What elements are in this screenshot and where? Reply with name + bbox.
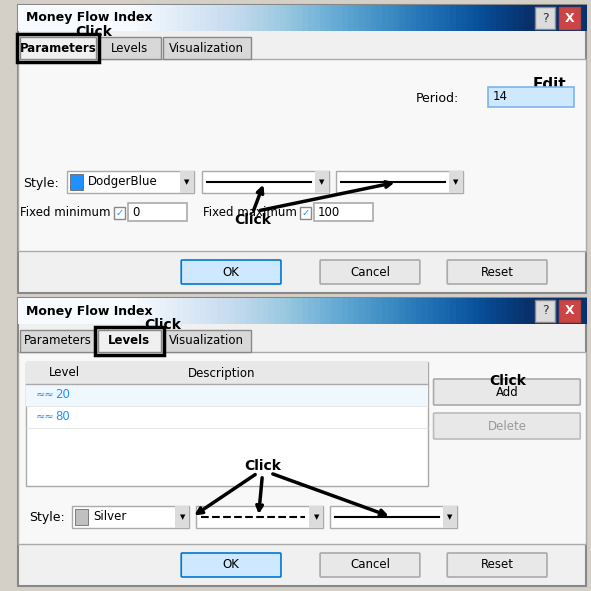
- Text: Fixed minimum: Fixed minimum: [20, 206, 111, 219]
- Text: ?: ?: [542, 11, 548, 24]
- Text: ▼: ▼: [180, 514, 185, 520]
- Text: Click: Click: [244, 459, 281, 473]
- FancyBboxPatch shape: [163, 330, 251, 352]
- FancyBboxPatch shape: [449, 171, 463, 193]
- FancyBboxPatch shape: [330, 506, 457, 528]
- Text: ▼: ▼: [453, 179, 459, 185]
- FancyBboxPatch shape: [20, 37, 96, 59]
- FancyBboxPatch shape: [181, 260, 281, 284]
- FancyBboxPatch shape: [315, 171, 329, 193]
- Text: ▼: ▼: [319, 179, 324, 185]
- Text: OK: OK: [223, 265, 239, 278]
- Text: Reset: Reset: [480, 265, 514, 278]
- Text: Parameters: Parameters: [20, 41, 96, 54]
- FancyBboxPatch shape: [314, 203, 373, 221]
- Text: Description: Description: [187, 366, 255, 379]
- Text: Style:: Style:: [23, 177, 59, 190]
- Text: 100: 100: [318, 206, 340, 219]
- FancyBboxPatch shape: [320, 553, 420, 577]
- Text: OK: OK: [223, 558, 239, 571]
- Text: ✓: ✓: [301, 208, 310, 218]
- Text: DodgerBlue: DodgerBlue: [88, 176, 158, 189]
- FancyBboxPatch shape: [443, 506, 457, 528]
- Text: Delete: Delete: [488, 420, 527, 433]
- Text: Levels: Levels: [108, 335, 151, 348]
- FancyBboxPatch shape: [336, 171, 463, 193]
- Text: X: X: [564, 304, 574, 317]
- Text: Click: Click: [234, 213, 271, 227]
- FancyBboxPatch shape: [67, 171, 194, 193]
- Text: ?: ?: [542, 304, 548, 317]
- FancyBboxPatch shape: [18, 59, 586, 251]
- FancyBboxPatch shape: [434, 379, 580, 405]
- Text: Click: Click: [76, 25, 113, 39]
- Text: Visualization: Visualization: [169, 41, 244, 54]
- FancyBboxPatch shape: [20, 330, 96, 352]
- FancyBboxPatch shape: [26, 362, 428, 486]
- Text: ▼: ▼: [447, 514, 453, 520]
- Text: Fixed maximum: Fixed maximum: [203, 206, 297, 219]
- FancyBboxPatch shape: [300, 207, 311, 219]
- FancyBboxPatch shape: [181, 553, 281, 577]
- Text: 14: 14: [492, 90, 507, 103]
- FancyBboxPatch shape: [26, 362, 428, 384]
- Text: Edit: Edit: [533, 77, 567, 92]
- FancyBboxPatch shape: [196, 506, 323, 528]
- Text: Click: Click: [489, 374, 527, 388]
- Text: Money Flow Index: Money Flow Index: [26, 304, 152, 317]
- Text: ≈≈: ≈≈: [35, 390, 54, 400]
- FancyBboxPatch shape: [128, 203, 187, 221]
- Text: 20: 20: [55, 388, 70, 401]
- Text: ≈≈: ≈≈: [35, 412, 54, 422]
- Text: 80: 80: [55, 411, 70, 424]
- Text: Add: Add: [495, 385, 518, 398]
- FancyBboxPatch shape: [447, 553, 547, 577]
- FancyBboxPatch shape: [558, 300, 580, 322]
- FancyBboxPatch shape: [98, 330, 161, 352]
- FancyBboxPatch shape: [113, 207, 125, 219]
- FancyBboxPatch shape: [74, 509, 88, 525]
- FancyBboxPatch shape: [70, 174, 83, 190]
- FancyBboxPatch shape: [18, 352, 586, 544]
- Text: ▼: ▼: [184, 179, 190, 185]
- FancyBboxPatch shape: [447, 260, 547, 284]
- Text: Levels: Levels: [111, 41, 148, 54]
- Text: Style:: Style:: [29, 511, 65, 524]
- Text: Period:: Period:: [415, 92, 459, 105]
- Text: Silver: Silver: [93, 511, 126, 524]
- FancyBboxPatch shape: [72, 506, 189, 528]
- Text: Money Flow Index: Money Flow Index: [26, 11, 152, 24]
- Text: Level: Level: [49, 366, 80, 379]
- FancyBboxPatch shape: [434, 413, 580, 439]
- FancyBboxPatch shape: [26, 384, 428, 406]
- Text: Parameters: Parameters: [24, 335, 92, 348]
- FancyBboxPatch shape: [558, 7, 580, 29]
- Text: Visualization: Visualization: [169, 335, 244, 348]
- FancyBboxPatch shape: [180, 171, 194, 193]
- FancyBboxPatch shape: [18, 298, 586, 586]
- FancyBboxPatch shape: [176, 506, 189, 528]
- FancyBboxPatch shape: [535, 300, 555, 322]
- FancyBboxPatch shape: [98, 37, 161, 59]
- FancyBboxPatch shape: [18, 5, 586, 293]
- FancyBboxPatch shape: [309, 506, 323, 528]
- Text: Cancel: Cancel: [350, 265, 390, 278]
- Text: 0: 0: [132, 206, 139, 219]
- FancyBboxPatch shape: [320, 260, 420, 284]
- FancyBboxPatch shape: [488, 87, 574, 107]
- Text: Click: Click: [144, 318, 181, 332]
- Text: Cancel: Cancel: [350, 558, 390, 571]
- Text: ✓: ✓: [115, 208, 124, 218]
- Text: Reset: Reset: [480, 558, 514, 571]
- FancyBboxPatch shape: [202, 171, 329, 193]
- FancyBboxPatch shape: [535, 7, 555, 29]
- FancyBboxPatch shape: [163, 37, 251, 59]
- Text: ▼: ▼: [313, 514, 319, 520]
- Text: X: X: [564, 11, 574, 24]
